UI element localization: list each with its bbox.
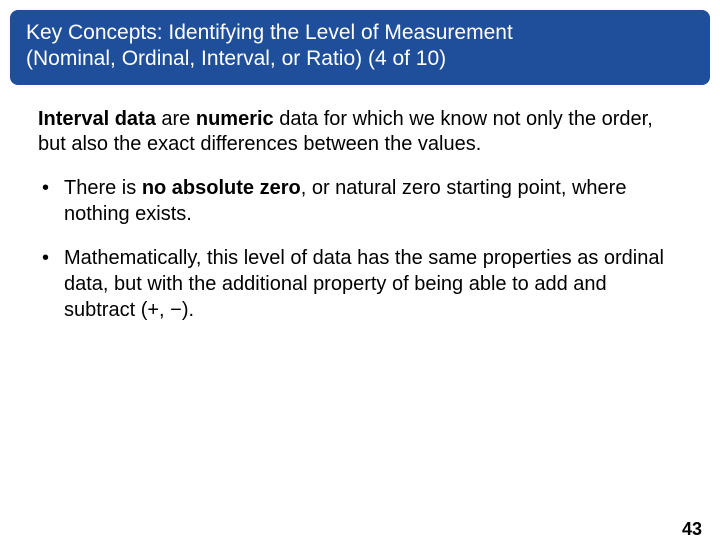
bullet-list: There is no absolute zero, or natural ze… <box>38 175 682 323</box>
bullet-post: Mathematically, this level of data has t… <box>64 247 664 321</box>
list-item: Mathematically, this level of data has t… <box>38 245 682 323</box>
list-item: There is no absolute zero, or natural ze… <box>38 175 682 227</box>
bullet-pre: There is <box>64 177 142 199</box>
page-number: 43 <box>682 519 702 540</box>
intro-paragraph: Interval data are numeric data for which… <box>38 107 682 157</box>
title-line-1: Key Concepts: Identifying the Level of M… <box>26 21 513 44</box>
intro-bold-1: Interval data <box>38 108 156 130</box>
slide-title: Key Concepts: Identifying the Level of M… <box>26 20 694 73</box>
slide-header: Key Concepts: Identifying the Level of M… <box>10 10 710 85</box>
intro-mid: are <box>156 108 196 130</box>
slide-content: Interval data are numeric data for which… <box>0 85 720 323</box>
intro-bold-2: numeric <box>196 108 274 130</box>
bullet-bold: no absolute zero <box>142 177 301 199</box>
title-line-2: (Nominal, Ordinal, Interval, or Ratio) (… <box>26 47 446 70</box>
